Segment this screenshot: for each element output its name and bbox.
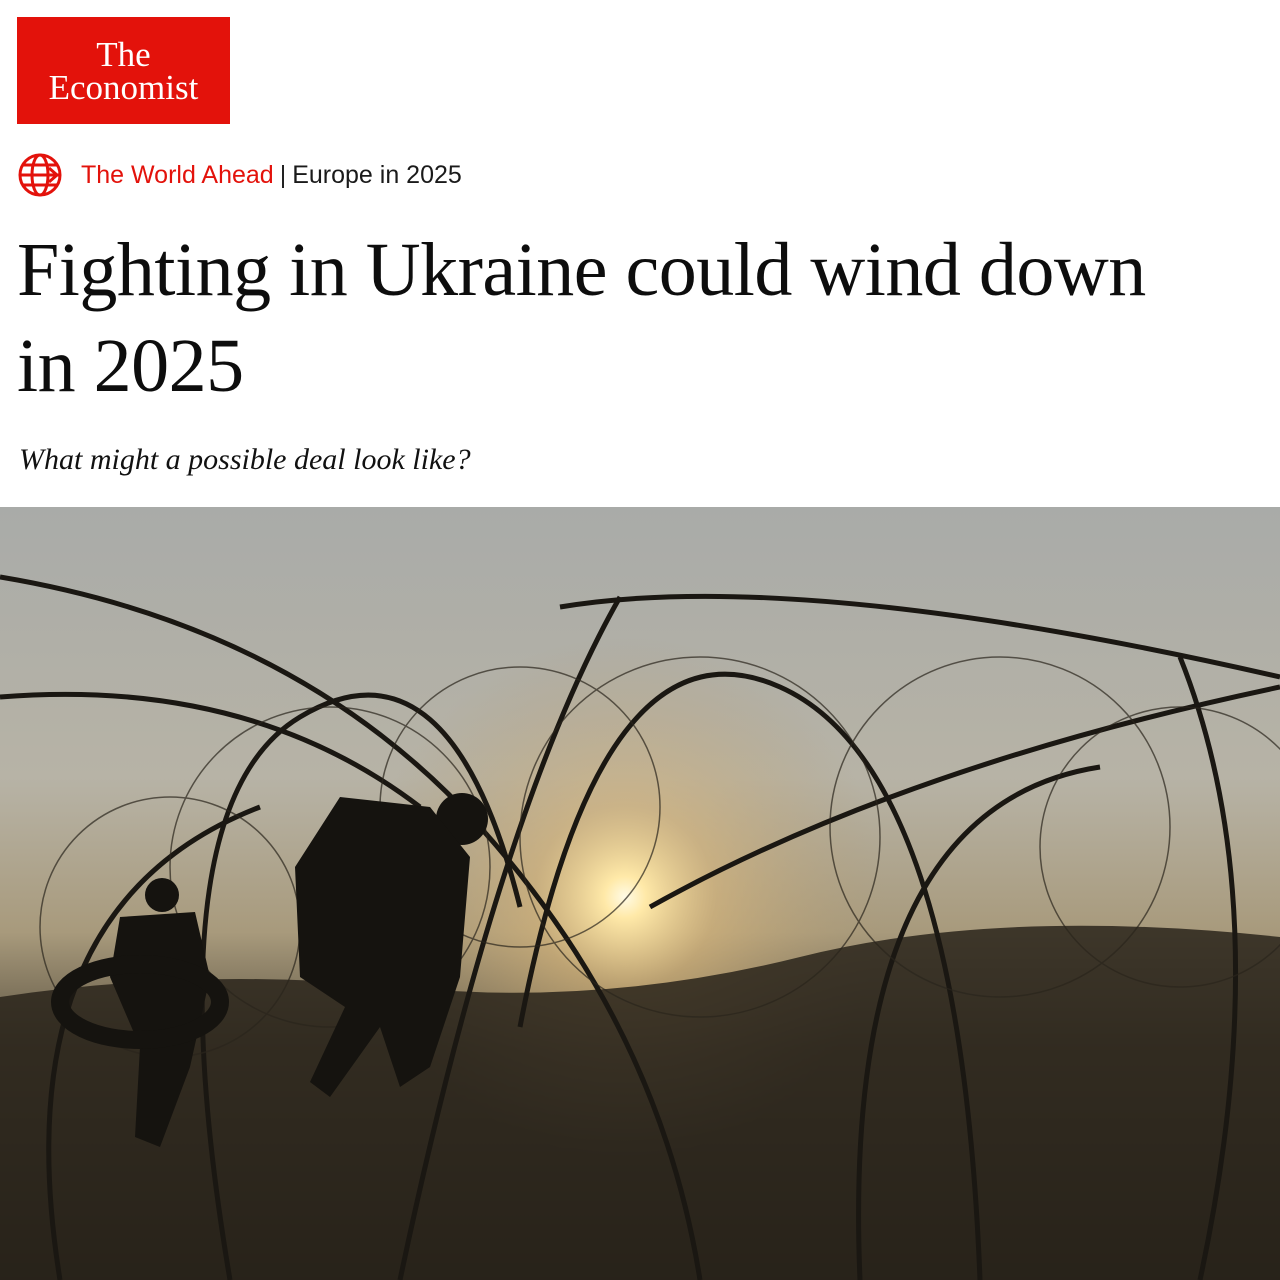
thin-wire	[39, 656, 1280, 1058]
headline: Fighting in Ukraine could wind down in 2…	[17, 228, 1146, 408]
section-link[interactable]: The World Ahead	[81, 160, 274, 189]
kicker-separator: |	[279, 160, 287, 189]
ground	[0, 925, 1280, 1280]
standfirst: What might a possible deal look like?	[19, 443, 471, 476]
logo-line-1: The	[96, 34, 151, 74]
economist-logo[interactable]: The Economist	[17, 17, 230, 124]
section-kicker: The World Ahead | Europe in 2025	[17, 152, 462, 198]
globe-icon	[18, 153, 62, 197]
subsection-link[interactable]: Europe in 2025	[292, 160, 462, 189]
soldier-silhouettes	[51, 793, 488, 1147]
article-photo	[0, 507, 1280, 1280]
logo-line-2: Economist	[48, 67, 199, 107]
